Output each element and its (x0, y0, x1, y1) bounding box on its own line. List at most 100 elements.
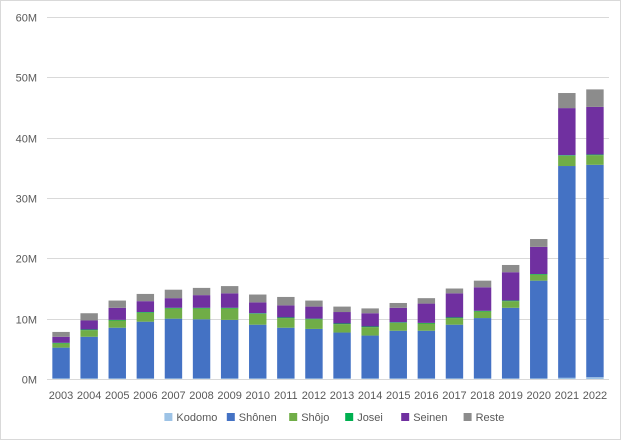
bar-segment-shônen (586, 164, 604, 378)
bar-segment-kodomo (220, 378, 239, 379)
bar-segment-reste (164, 289, 183, 299)
x-tick-label: 2020 (527, 390, 551, 402)
bar-segment-seinen (80, 320, 98, 330)
bar-segment-kodomo (530, 378, 548, 379)
bar-segment-shôjo (305, 319, 323, 329)
bar-segment-josei (361, 326, 379, 328)
bar-segment-reste (389, 302, 407, 308)
bar-segment-shônen (333, 332, 351, 379)
bar-segment-josei (164, 307, 183, 309)
bar-segment-reste (277, 296, 295, 306)
bar-segment-reste (417, 298, 436, 304)
bar-segment-shônen (108, 327, 126, 379)
y-tick-label: 40M (16, 134, 37, 146)
bar-segment-kodomo (108, 378, 126, 379)
x-tick-label: 2021 (555, 390, 579, 402)
x-tick-label: 2005 (105, 390, 129, 402)
x-tick-label: 2010 (246, 390, 270, 402)
bar-segment-josei (530, 274, 548, 275)
bar-segment-shônen (220, 319, 239, 379)
bar-segment-shôjo (558, 155, 576, 167)
bar-segment-shônen (249, 324, 267, 379)
legend-swatch (401, 413, 410, 421)
x-tick-label: 2019 (498, 390, 522, 402)
bar-segment-shônen (52, 347, 70, 379)
legend-swatch (289, 413, 298, 421)
bar-segment-kodomo (501, 378, 520, 379)
bar-segment-kodomo (333, 378, 351, 379)
bar-segment-seinen (586, 106, 604, 155)
bar-segment-kodomo (192, 378, 211, 379)
bar-segment-shôjo (389, 322, 407, 331)
bar-segment-shônen (530, 280, 548, 379)
x-tick-label: 2006 (133, 390, 157, 402)
bar-segment-seinen (136, 301, 155, 313)
bar-segment-shôjo (52, 343, 70, 348)
x-tick-label: 2022 (583, 390, 607, 402)
bar-segment-seinen (52, 336, 70, 343)
bar-segment-kodomo (361, 378, 379, 379)
legend-swatch (345, 413, 354, 421)
legend-swatch (226, 413, 235, 421)
bar-segment-reste (586, 89, 604, 107)
bar-segment-josei (389, 322, 407, 323)
bar-segment-seinen (333, 312, 351, 324)
bar-segment-seinen (473, 287, 492, 311)
bar-segment-josei (445, 317, 464, 319)
bar-segment-shôjo (333, 324, 351, 333)
bar-segment-kodomo (136, 378, 155, 379)
bar-segment-josei (586, 154, 604, 156)
bar-segment-shôjo (220, 308, 239, 320)
bar-segment-seinen (192, 295, 211, 308)
bar-segment-reste (108, 300, 126, 308)
legend-item-reste: Reste (463, 412, 505, 424)
x-tick-label: 2003 (49, 390, 73, 402)
y-tick-label: 50M (16, 73, 37, 85)
x-tick-label: 2017 (442, 390, 466, 402)
bar-segment-shônen (445, 324, 464, 379)
bar-segment-reste (192, 287, 211, 296)
x-tick-label: 2008 (189, 390, 213, 402)
bar-segment-seinen (220, 293, 239, 308)
bar-segment-shôjo (80, 330, 98, 337)
x-tick-label: 2011 (274, 390, 298, 402)
bar-segment-kodomo (164, 378, 183, 379)
bar-segment-shônen (164, 318, 183, 379)
bar-segment-seinen (501, 272, 520, 301)
y-tick-label: 20M (16, 254, 37, 266)
bar-segment-reste (501, 264, 520, 273)
bar-segment-seinen (530, 246, 548, 275)
x-tick-label: 2018 (470, 390, 494, 402)
bar-segment-reste (249, 294, 267, 303)
bar-segment-kodomo (473, 378, 492, 379)
bar-segment-reste (80, 313, 98, 321)
bar-segment-reste (530, 239, 548, 247)
legend-label: Reste (476, 412, 505, 424)
bar-segment-kodomo (277, 378, 295, 379)
bar-segment-shôjo (501, 301, 520, 308)
bar-segment-shôjo (361, 327, 379, 336)
bar-segment-shôjo (164, 308, 183, 319)
bar-segment-kodomo (417, 378, 436, 379)
x-tick-label: 2016 (414, 390, 438, 402)
legend-item-josei: Josei (345, 412, 383, 424)
bar-segment-shôjo (586, 155, 604, 165)
bar-segment-kodomo (80, 378, 98, 379)
y-tick-label: 10M (16, 315, 37, 327)
bar-segment-josei (220, 307, 239, 309)
bar-segment-shônen (277, 327, 295, 379)
bar-segment-shônen (558, 166, 576, 378)
x-tick-label: 2012 (302, 390, 326, 402)
bar-segment-seinen (164, 298, 183, 308)
bar-segment-shônen (389, 330, 407, 379)
gridlines (47, 17, 609, 320)
bar-segment-seinen (389, 307, 407, 323)
bar-segment-kodomo (305, 378, 323, 379)
bar-segment-reste (445, 288, 464, 294)
bar-segment-reste (361, 308, 379, 314)
bar-segment-seinen (277, 305, 295, 318)
bars (52, 89, 604, 379)
bar-segment-seinen (361, 313, 379, 327)
bar-segment-reste (220, 286, 239, 294)
bar-segment-shônen (80, 336, 98, 379)
